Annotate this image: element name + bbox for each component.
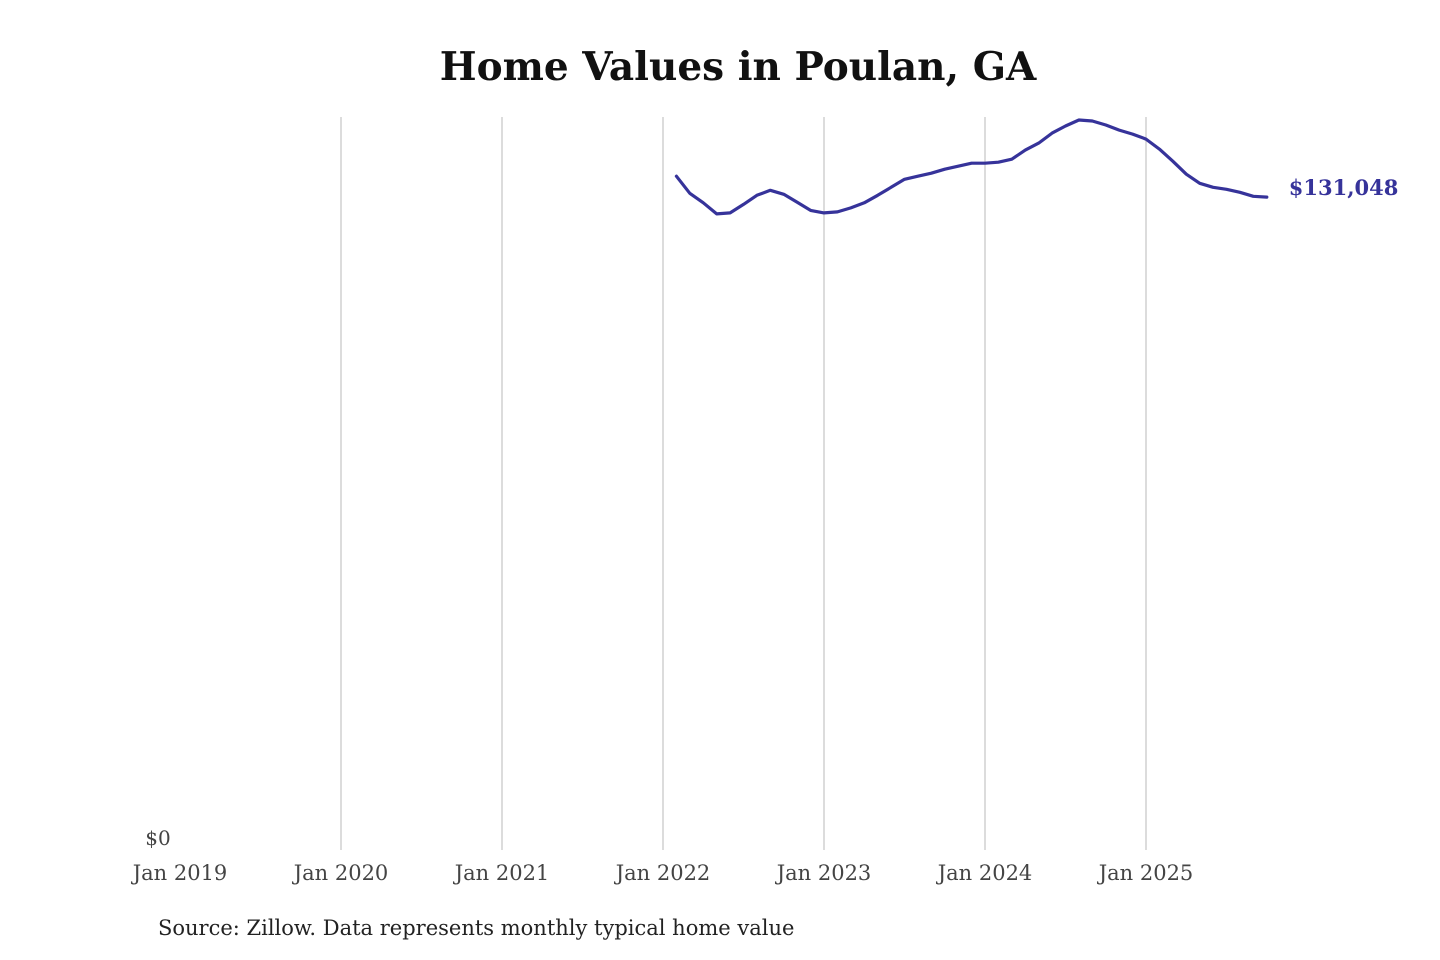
x-tick-label: Jan 2025 (1097, 861, 1194, 885)
y-tick-label: $0 (145, 826, 170, 850)
series-line (674, 118, 1269, 216)
x-tick-label: Jan 2024 (936, 861, 1033, 885)
end-value-label: $131,048 (1289, 175, 1399, 200)
x-tick-label: Jan 2020 (292, 861, 389, 885)
chart-title: Home Values in Poulan, GA (439, 44, 1037, 90)
x-tick-label: Jan 2019 (131, 861, 228, 885)
x-tick-label: Jan 2021 (453, 861, 550, 885)
x-tick-label: Jan 2023 (775, 861, 872, 885)
x-tick-label: Jan 2022 (614, 861, 711, 885)
source-note: Source: Zillow. Data represents monthly … (158, 916, 795, 940)
